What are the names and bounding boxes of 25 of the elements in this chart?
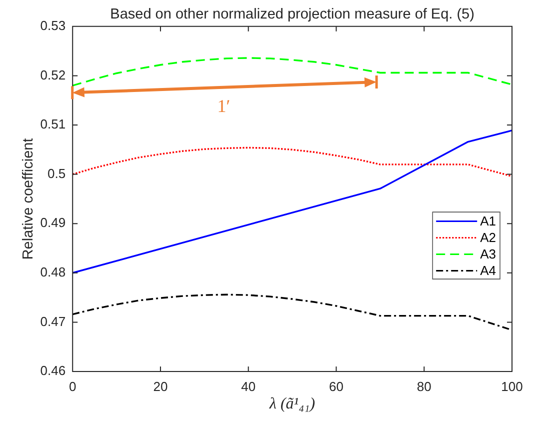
y-tick-label: 0.5 xyxy=(48,166,66,181)
x-tick-label: 80 xyxy=(416,378,432,394)
chart-title: Based on other normalized projection measure of Eq. (5) xyxy=(110,6,474,23)
y-tick-label: 0.51 xyxy=(40,116,66,132)
annotation: 1′ xyxy=(217,96,230,116)
x-tick-label: 0 xyxy=(68,378,76,394)
y-tick-label: 0.49 xyxy=(40,215,66,230)
x-axis-title: λ (ã¹₄₁) xyxy=(268,396,316,413)
legend-label: A1 xyxy=(480,213,496,228)
x-tick-label: 20 xyxy=(153,378,168,394)
y-axis-title: Relative coefficient xyxy=(20,138,37,260)
line-series xyxy=(72,57,512,86)
legend-label: A3 xyxy=(480,246,496,262)
legend-label: A2 xyxy=(480,230,496,245)
x-tick-label: 60 xyxy=(329,378,344,394)
line-series xyxy=(72,294,512,331)
y-tick-label: 0.53 xyxy=(40,18,66,33)
legend-label: A4 xyxy=(480,262,496,278)
y-tick-label: 0.52 xyxy=(40,67,66,82)
y-tick-label: 0.46 xyxy=(40,363,66,378)
y-tick-label: 0.48 xyxy=(40,264,66,280)
x-tick-label: 100 xyxy=(501,378,523,394)
y-tick-label: 0.47 xyxy=(40,314,66,329)
x-tick-label: 40 xyxy=(241,378,256,394)
line-series xyxy=(72,146,512,178)
